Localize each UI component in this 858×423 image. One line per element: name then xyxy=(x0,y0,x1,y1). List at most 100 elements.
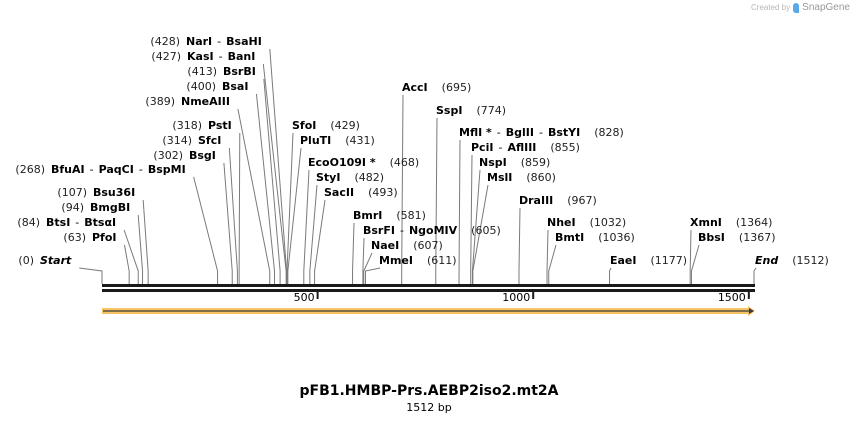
scale-ticks: 500 1000 1500 xyxy=(294,291,750,304)
enzyme-name: SfcI xyxy=(198,134,221,147)
enzyme-name: NspI xyxy=(479,156,507,169)
site-position: (468) xyxy=(390,156,420,169)
enzyme-name: BstYI xyxy=(548,126,580,139)
site-position: (482) xyxy=(354,171,384,184)
enzyme-site-label[interactable]: (84) BtsI - BtsαI xyxy=(17,216,116,229)
watermark-brand: SnapGene xyxy=(802,2,850,13)
enzyme-site-label[interactable]: (400) BsaI xyxy=(186,80,248,93)
enzyme-name: KasI xyxy=(187,50,214,63)
separator: - xyxy=(400,224,404,237)
enzyme-site-label[interactable]: (302) BsgI xyxy=(153,149,216,162)
site-position: (1177) xyxy=(651,254,688,267)
site-position: (429) xyxy=(330,119,360,132)
enzyme-site-label[interactable]: (268) BfuAI - PaqCI - BspMI xyxy=(15,163,185,176)
enzyme-site-label[interactable]: NaeI (607) xyxy=(371,239,443,252)
enzyme-site-label[interactable]: NspI (859) xyxy=(479,156,550,169)
enzyme-site-label[interactable]: (428) NarI - BsaHI xyxy=(150,35,261,48)
enzyme-name: BspMI xyxy=(148,163,186,176)
leader-line xyxy=(124,244,130,284)
enzyme-site-label[interactable]: SspI (774) xyxy=(436,104,506,117)
site-position: (1367) xyxy=(739,231,776,244)
enzyme-site-label[interactable]: (318) PstI xyxy=(172,119,231,132)
enzyme-site-label[interactable]: NheI (1032) xyxy=(547,216,626,229)
site-position: (605) xyxy=(471,224,501,237)
enzyme-site-label[interactable]: (0) Start xyxy=(18,254,72,267)
site-position: (389) xyxy=(145,95,175,108)
leader-line xyxy=(79,267,103,284)
enzyme-site-label[interactable]: SfoI (429) xyxy=(292,119,360,132)
leader-line xyxy=(470,154,473,284)
enzyme-site-label[interactable]: BmtI (1036) xyxy=(555,231,635,244)
enzyme-site-label[interactable]: (413) BsrBI xyxy=(187,65,255,78)
enzyme-site-label[interactable]: EcoO109I * (468) xyxy=(308,156,419,169)
enzyme-name: PstI xyxy=(208,119,232,132)
enzyme-site-label[interactable]: (94) BmgBI xyxy=(61,201,130,214)
enzyme-site-label[interactable]: PciI - AflIII (855) xyxy=(471,141,580,154)
site-position: (695) xyxy=(442,81,472,94)
enzyme-site-label[interactable]: BmrI (581) xyxy=(353,209,426,222)
site-position: (581) xyxy=(396,209,426,222)
enzyme-site-label[interactable]: (427) KasI - BanI xyxy=(151,50,255,63)
enzyme-name: XmnI xyxy=(690,216,722,229)
enzyme-name: NarI xyxy=(186,35,212,48)
leader-line xyxy=(287,147,302,284)
enzyme-name: BanI xyxy=(228,50,256,63)
site-position: (855) xyxy=(550,141,580,154)
enzyme-site-label[interactable]: BbsI (1367) xyxy=(698,231,775,244)
enzyme-site-label[interactable]: MmeI (611) xyxy=(379,254,457,267)
enzyme-site-label[interactable]: BsrFI - NgoMIV (605) xyxy=(363,224,501,237)
leader-line xyxy=(364,267,381,284)
enzyme-name: Start xyxy=(40,254,72,267)
enzyme-name: NgoMIV xyxy=(409,224,458,237)
enzyme-site-label[interactable]: XmnI (1364) xyxy=(690,216,772,229)
site-position: (431) xyxy=(345,134,375,147)
separator: - xyxy=(498,141,502,154)
enzyme-site-label[interactable]: StyI (482) xyxy=(316,171,384,184)
enzyme-site-label[interactable]: MslI (860) xyxy=(487,171,556,184)
enzyme-name: BmtI xyxy=(555,231,584,244)
leader-line xyxy=(303,169,310,284)
site-position: (1036) xyxy=(598,231,635,244)
feature-arrow[interactable] xyxy=(102,306,755,316)
site-position: (427) xyxy=(151,50,181,63)
leader-line xyxy=(309,184,318,284)
enzyme-site-label[interactable]: End (1512) xyxy=(755,254,829,267)
enzyme-name: PaqCI xyxy=(99,163,134,176)
separator: - xyxy=(539,126,543,139)
leader-line xyxy=(238,132,241,284)
leader-line xyxy=(237,108,271,284)
enzyme-name: AccI xyxy=(402,81,428,94)
separator: - xyxy=(217,35,221,48)
enzyme-name: BglII xyxy=(506,126,534,139)
enzyme-site-label[interactable]: DraIII (967) xyxy=(519,194,597,207)
enzyme-site-label[interactable]: EaeI (1177) xyxy=(610,254,687,267)
enzyme-site-label[interactable]: MflI * - BglII - BstYI (828) xyxy=(459,126,624,139)
tick-mark xyxy=(747,292,750,299)
leader-line xyxy=(401,94,404,284)
leader-line xyxy=(142,199,149,284)
enzyme-name: BsrBI xyxy=(223,65,256,78)
enzyme-labels: (0) Start(63) PfoI(84) BtsI - BtsαI(94) BmgBI(… xyxy=(15,35,828,267)
enzyme-site-label[interactable]: (389) NmeAIII xyxy=(145,95,230,108)
site-position: (63) xyxy=(63,231,86,244)
enzyme-site-label[interactable]: SacII (493) xyxy=(324,186,398,199)
leader-line xyxy=(286,132,294,284)
enzyme-site-label[interactable]: PluTI (431) xyxy=(300,134,375,147)
leader-line xyxy=(223,162,233,284)
leader-line xyxy=(193,176,219,284)
leader-line xyxy=(262,63,287,284)
enzyme-site-label[interactable]: (107) Bsu36I xyxy=(57,186,135,199)
enzyme-name: PfoI xyxy=(92,231,117,244)
enzyme-name: BsrFI xyxy=(363,224,395,237)
site-position: (94) xyxy=(61,201,84,214)
enzyme-name: BtsαI xyxy=(84,216,116,229)
leader-line xyxy=(609,267,612,284)
enzyme-site-label[interactable]: (63) PfoI xyxy=(63,231,116,244)
leader-line xyxy=(518,207,521,284)
leader-line xyxy=(435,117,438,284)
enzyme-site-label[interactable]: AccI (695) xyxy=(402,81,471,94)
enzyme-site-label[interactable]: (314) SfcI xyxy=(162,134,221,147)
backbone-bottom-strand xyxy=(102,289,755,292)
sequence-length: 1512 bp xyxy=(406,401,452,414)
